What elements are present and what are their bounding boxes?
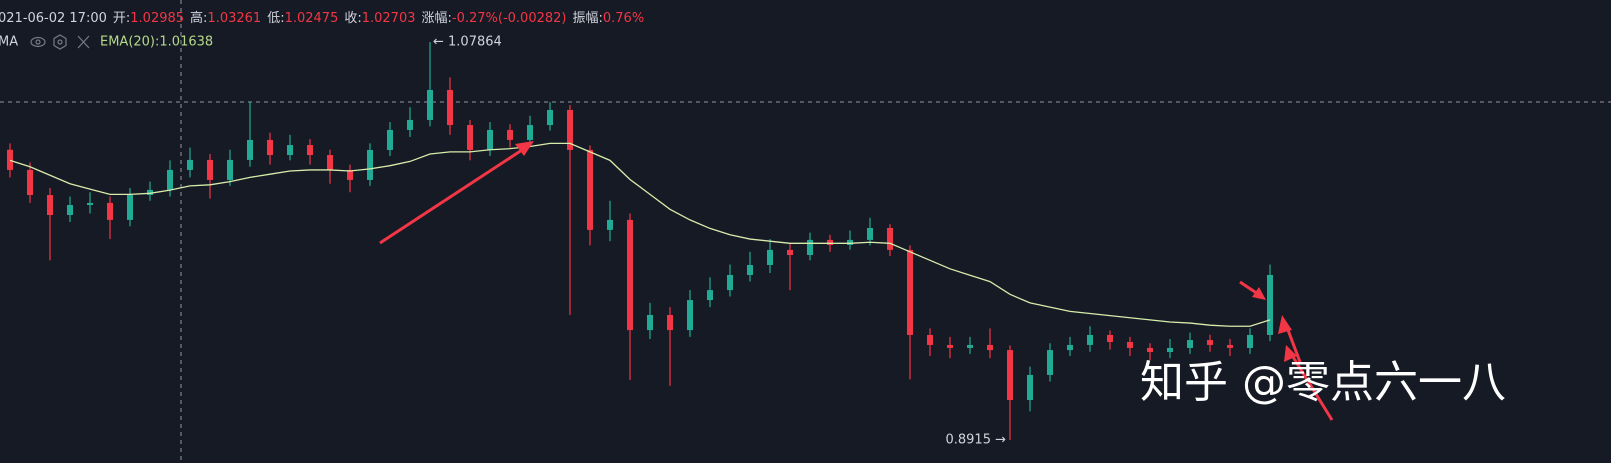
body — [187, 159, 193, 170]
body — [1147, 347, 1153, 352]
body — [547, 109, 553, 126]
header-label: 收: — [344, 11, 361, 26]
body — [387, 129, 393, 150]
body — [967, 344, 973, 348]
body — [927, 334, 933, 345]
body — [907, 249, 913, 335]
body — [747, 264, 753, 275]
watermark: 知乎 @零点六一八 — [1140, 357, 1506, 408]
candles — [7, 42, 1273, 441]
body — [887, 227, 893, 250]
body — [247, 139, 253, 160]
body — [787, 249, 793, 256]
body — [7, 149, 13, 170]
body — [147, 189, 153, 196]
header-value: 1.02985 — [130, 11, 184, 26]
body — [1167, 347, 1173, 352]
body — [367, 149, 373, 180]
header: 021-06-02 17:00 开:1.02985 高:1.03261 低:1.024… — [0, 10, 644, 26]
indicator-name: MA — [0, 35, 18, 50]
body — [207, 159, 213, 180]
ema-legend: EMA(20):1.01638 — [100, 35, 213, 50]
body — [527, 125, 533, 140]
header-line: 021-06-02 17:00 开:1.02985 高:1.03261 低:1.024… — [0, 10, 644, 26]
header-label: 振幅: — [572, 11, 602, 26]
header-value: -0.27%(-0.00282) — [452, 11, 567, 26]
body — [447, 89, 453, 126]
body — [987, 344, 993, 351]
body — [107, 202, 113, 220]
body — [127, 195, 133, 220]
body — [647, 314, 653, 331]
body — [1067, 344, 1073, 351]
body — [1087, 334, 1093, 345]
body — [347, 169, 353, 180]
body — [1227, 344, 1233, 348]
header-label: 高: — [190, 10, 207, 26]
body — [687, 300, 693, 331]
body — [407, 119, 413, 130]
body — [227, 159, 233, 180]
header-label: 涨幅: — [422, 11, 452, 26]
body — [1187, 340, 1193, 348]
body — [427, 89, 433, 120]
body — [287, 145, 293, 156]
body — [607, 219, 613, 230]
body — [67, 205, 73, 216]
body — [167, 169, 173, 190]
body — [1267, 274, 1273, 335]
body — [667, 314, 673, 331]
body — [1127, 341, 1133, 348]
header-value: 021-06-02 17:00 — [0, 11, 107, 26]
high-annotation: ← 1.07864 — [433, 35, 502, 50]
header-value: 0.76% — [603, 11, 644, 26]
body — [507, 129, 513, 140]
body — [1207, 340, 1213, 345]
body — [1047, 350, 1053, 375]
body — [847, 239, 853, 246]
arrows — [379, 141, 1334, 421]
body — [87, 202, 93, 206]
ema-line — [9, 142, 1271, 327]
low-annotation: 0.8915 → — [945, 433, 1006, 448]
body — [327, 155, 333, 170]
body — [47, 195, 53, 216]
body — [827, 239, 833, 246]
body — [727, 274, 733, 291]
body — [467, 125, 473, 150]
header-value: 1.02475 — [285, 11, 339, 26]
body — [1007, 350, 1013, 401]
indicator-icons — [30, 34, 90, 50]
header-label: 低: — [267, 11, 284, 26]
body — [1027, 374, 1033, 401]
body — [627, 219, 633, 331]
body — [867, 227, 873, 240]
body — [27, 169, 33, 196]
body — [587, 149, 593, 230]
body — [707, 290, 713, 301]
body — [487, 129, 493, 150]
header-value: 1.02703 — [362, 11, 416, 26]
body — [1247, 334, 1253, 348]
body — [267, 139, 273, 156]
body — [767, 249, 773, 265]
header-value: 1.03261 — [207, 11, 261, 26]
body — [567, 109, 573, 150]
body — [947, 344, 953, 348]
body — [307, 145, 313, 156]
header-label: 开: — [113, 11, 130, 26]
body — [1107, 334, 1113, 342]
body — [807, 239, 813, 256]
